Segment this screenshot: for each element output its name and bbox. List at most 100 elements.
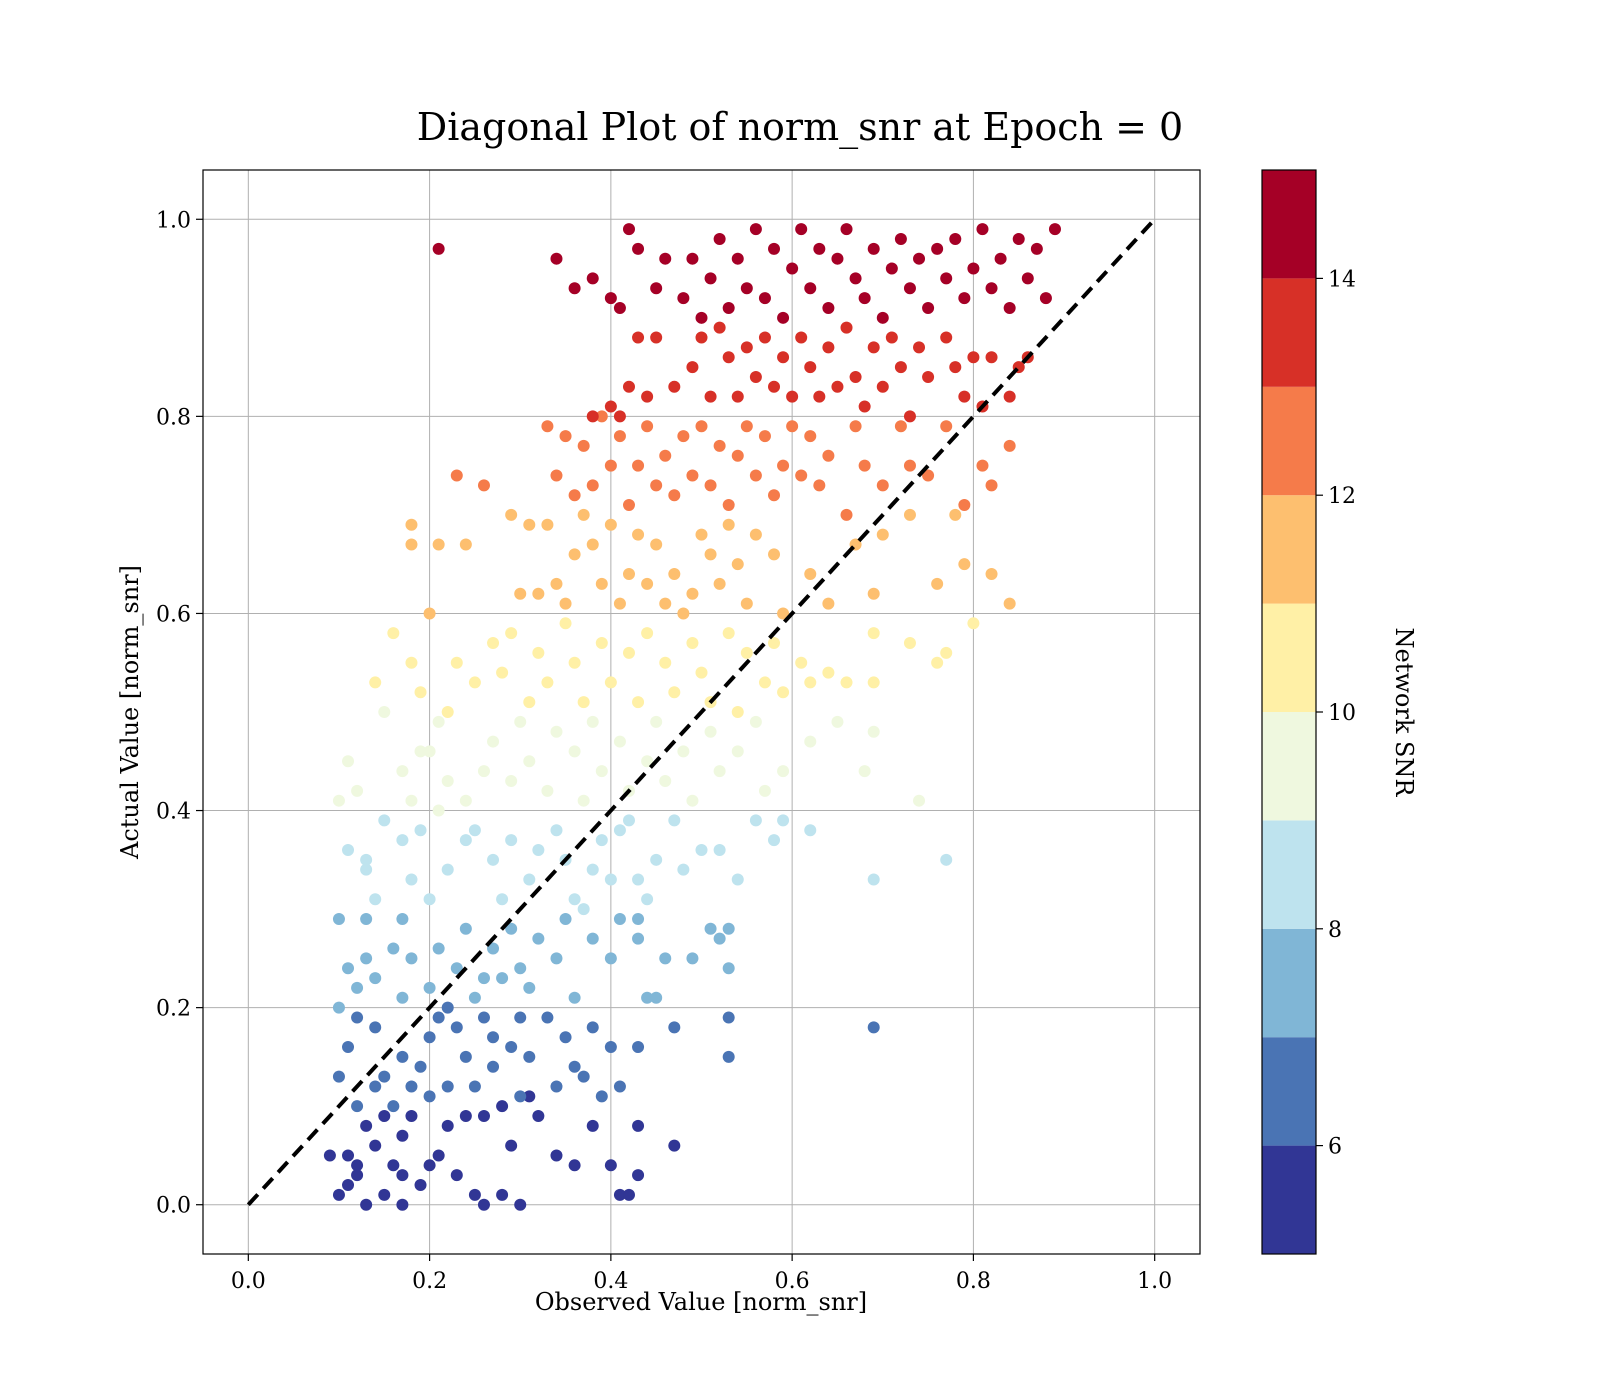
scatter-point <box>777 351 790 364</box>
scatter-point <box>704 390 717 403</box>
scatter-point <box>532 587 545 600</box>
scatter-point <box>432 715 445 728</box>
scatter-point <box>713 765 726 778</box>
scatter-point <box>913 341 926 354</box>
scatter-point <box>604 952 617 965</box>
scatter-point <box>550 725 563 738</box>
scatter-point <box>668 380 681 393</box>
scatter-point <box>822 341 835 354</box>
scatter-point <box>749 469 762 482</box>
scatter-point <box>613 1188 626 1201</box>
scatter-point <box>577 696 590 709</box>
scatter-point <box>414 1179 427 1192</box>
scatter-point <box>541 784 554 797</box>
scatter-point <box>550 469 563 482</box>
scatter-point <box>360 912 373 925</box>
scatter-point <box>940 420 953 433</box>
scatter-point <box>659 252 672 265</box>
scatter-point <box>641 893 654 906</box>
scatter-point <box>514 1198 527 1211</box>
scatter-point <box>369 676 382 689</box>
scatter-point <box>405 538 418 551</box>
scatter-point <box>731 745 744 758</box>
colorbar-tick-label-3: 12 <box>1328 484 1356 509</box>
reference-line-group <box>246 217 1157 1207</box>
scatter-point <box>777 459 790 472</box>
scatter-point <box>414 824 427 837</box>
scatter-point <box>831 715 844 728</box>
scatter-point <box>641 420 654 433</box>
scatter-point <box>976 223 989 236</box>
x-axis-label: Observed Value [norm_snr] <box>535 1288 867 1316</box>
scatter-point <box>559 912 572 925</box>
scatter-point <box>822 666 835 679</box>
scatter-point <box>695 528 708 541</box>
scatter-point <box>622 499 635 512</box>
scatter-point <box>731 558 744 571</box>
scatter-point <box>459 794 472 807</box>
scatter-point <box>604 518 617 531</box>
scatter-point <box>985 351 998 364</box>
scatter-point <box>867 1021 880 1034</box>
scatter-point <box>441 706 454 718</box>
scatter-point <box>595 1090 608 1103</box>
scatter-point <box>505 834 518 847</box>
scatter-point <box>541 518 554 531</box>
scatter-point <box>695 331 708 344</box>
scatter-point <box>876 528 889 541</box>
scatter-point <box>496 893 509 906</box>
scatter-point <box>885 331 898 344</box>
scatter-point <box>668 686 681 699</box>
scatter-point <box>822 301 835 314</box>
scatter-point <box>1012 232 1025 245</box>
scatter-point <box>641 627 654 640</box>
scatter-point <box>804 361 817 374</box>
scatter-point <box>632 1041 645 1054</box>
y-tick-label-0: 0.0 <box>156 1194 191 1219</box>
scatter-point <box>1003 390 1016 403</box>
scatter-point <box>450 656 463 669</box>
scatter-point <box>1039 292 1052 305</box>
scatter-point <box>568 282 581 295</box>
scatter-point <box>813 479 826 492</box>
scatter-point <box>641 577 654 590</box>
scatter-point <box>740 646 753 659</box>
scatter-point <box>432 942 445 955</box>
scatter-point <box>487 637 500 650</box>
scatter-point <box>351 1169 364 1182</box>
scatter-point <box>505 1139 518 1152</box>
scatter-point <box>505 922 518 935</box>
scatter-point <box>731 449 744 462</box>
y-tick-label-5: 1.0 <box>156 208 191 233</box>
scatter-point <box>523 1050 536 1063</box>
colorbar-tick-label-2: 10 <box>1328 701 1356 726</box>
scatter-point <box>396 1169 409 1182</box>
scatter-point <box>505 774 518 787</box>
chart-title: Diagonal Plot of norm_snr at Epoch = 0 <box>417 105 1183 150</box>
scatter-point <box>586 538 599 551</box>
scatter-point <box>360 952 373 965</box>
scatter-point <box>396 912 409 925</box>
scatter-point <box>940 331 953 344</box>
scatter-point <box>668 1021 681 1034</box>
scatter-point <box>704 272 717 285</box>
scatter-point <box>342 843 355 856</box>
scatter-point <box>786 262 799 275</box>
colorbar-tick-label-1: 8 <box>1328 918 1342 943</box>
colorbar-band-8 <box>1262 278 1316 387</box>
scatter-point <box>450 1021 463 1034</box>
scatter-point <box>758 676 771 689</box>
scatter-point <box>1030 242 1043 255</box>
scatter-point <box>396 765 409 778</box>
scatter-point <box>342 1041 355 1054</box>
scatter-point <box>804 568 817 581</box>
scatter-point <box>622 1188 635 1201</box>
scatter-point <box>604 292 617 305</box>
scatter-point <box>541 420 554 433</box>
scatter-point <box>487 853 500 866</box>
scatter-point <box>650 991 663 1004</box>
scatter-points <box>323 223 1061 1211</box>
scatter-point <box>432 538 445 551</box>
scatter-point <box>514 962 527 975</box>
scatter-point <box>804 282 817 295</box>
